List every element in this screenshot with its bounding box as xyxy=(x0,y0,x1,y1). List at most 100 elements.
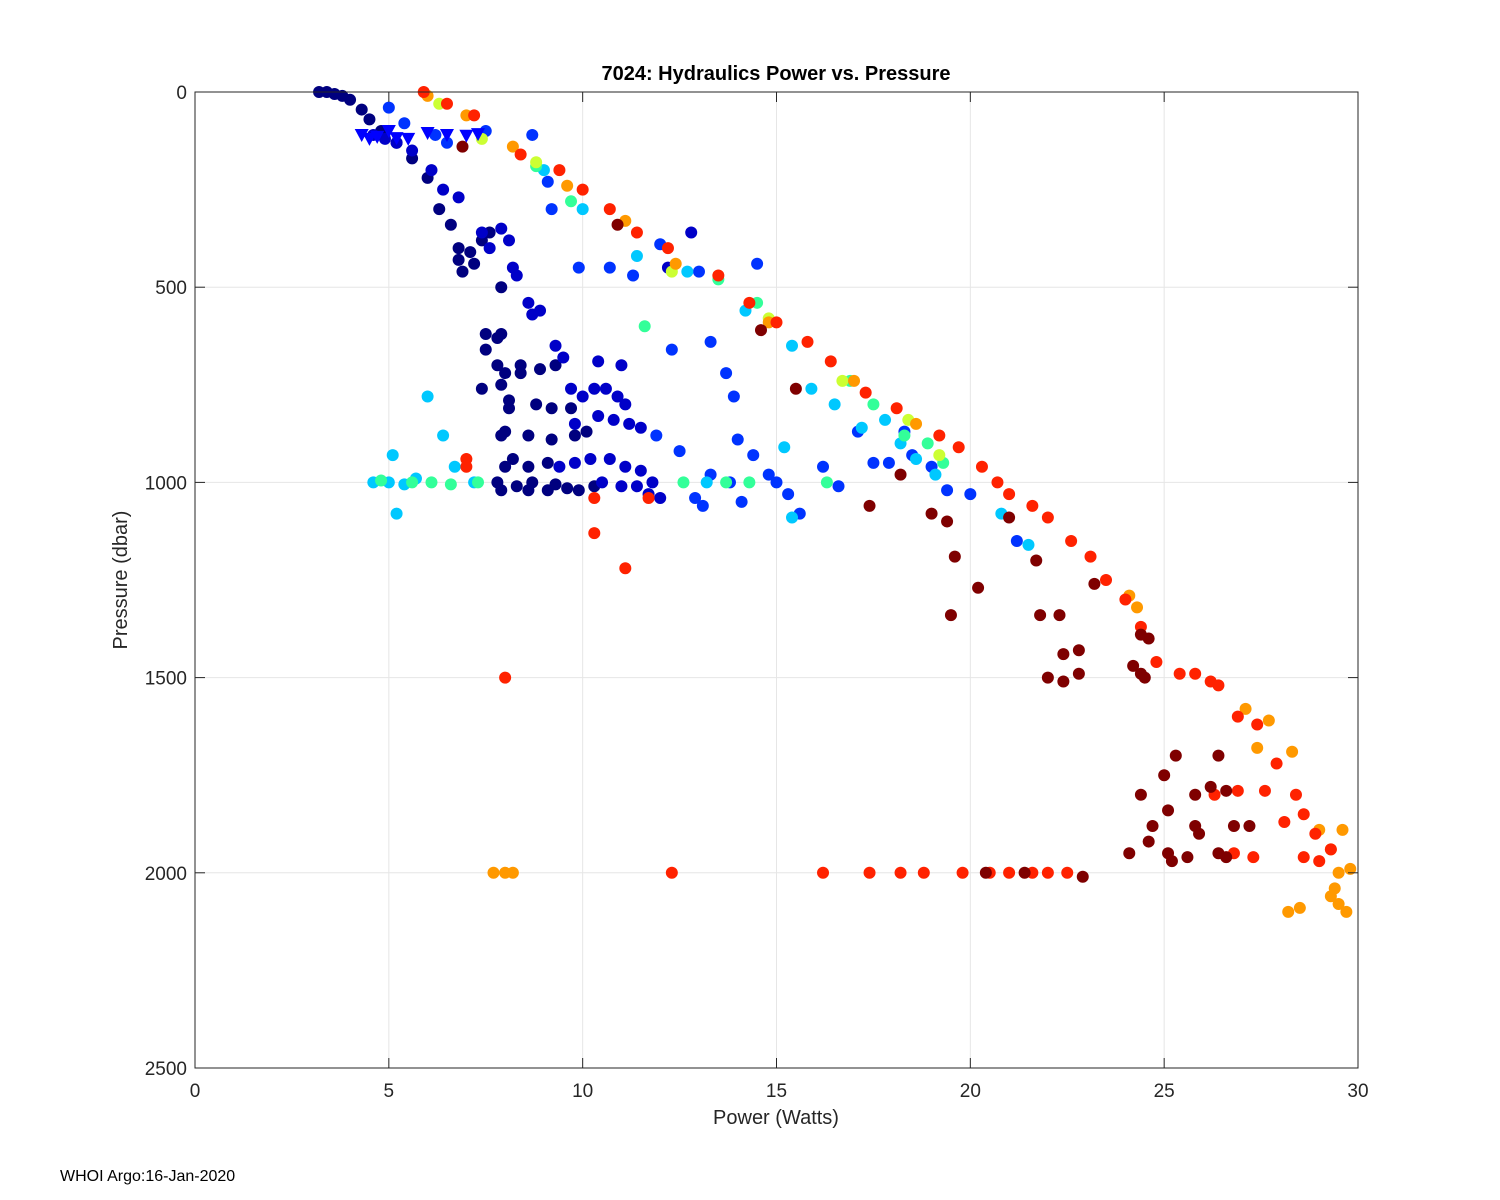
data-point xyxy=(1134,788,1147,801)
data-point xyxy=(1053,609,1066,622)
data-point xyxy=(1297,851,1310,864)
data-point xyxy=(456,265,469,278)
data-point xyxy=(421,390,434,403)
data-point xyxy=(898,429,911,442)
data-point xyxy=(568,429,581,442)
data-point xyxy=(471,476,484,489)
data-point xyxy=(917,866,930,879)
y-tick-label: 1000 xyxy=(145,473,187,494)
data-point xyxy=(541,456,554,469)
data-point xyxy=(817,460,830,473)
data-point xyxy=(654,492,667,505)
data-point xyxy=(452,242,465,255)
data-point xyxy=(526,128,539,141)
data-point xyxy=(933,429,946,442)
data-point xyxy=(1022,538,1035,551)
triangle-data-point xyxy=(401,132,416,146)
data-point xyxy=(1313,855,1326,868)
series-profile-group-09 xyxy=(456,140,1256,883)
data-point xyxy=(576,390,589,403)
data-point xyxy=(1131,601,1144,614)
data-point xyxy=(483,242,496,255)
data-point xyxy=(770,476,783,489)
data-point xyxy=(1119,593,1132,606)
data-point xyxy=(506,866,519,879)
data-point xyxy=(1169,749,1182,762)
data-point xyxy=(1026,499,1039,512)
x-tick-label: 10 xyxy=(572,1081,593,1102)
data-point xyxy=(991,476,1004,489)
data-point xyxy=(1162,804,1175,817)
data-point xyxy=(468,109,481,122)
data-point xyxy=(344,93,357,106)
y-tick-label: 2500 xyxy=(145,1059,187,1080)
data-point xyxy=(503,402,516,415)
data-point xyxy=(495,328,508,341)
triangle-data-point xyxy=(381,125,396,139)
data-point xyxy=(468,257,481,270)
data-point xyxy=(1003,511,1016,524)
data-point xyxy=(545,402,558,415)
data-point xyxy=(704,335,717,348)
y-tick-label: 2000 xyxy=(145,864,187,885)
data-point xyxy=(941,484,954,497)
data-point xyxy=(456,140,469,153)
data-point xyxy=(568,417,581,430)
data-point xyxy=(1123,847,1136,860)
data-point xyxy=(576,183,589,196)
data-point xyxy=(1278,816,1291,829)
data-point xyxy=(1270,757,1283,770)
x-axis-label: Power (Watts) xyxy=(713,1107,839,1129)
data-point xyxy=(615,480,628,493)
data-point xyxy=(1057,648,1070,661)
data-point xyxy=(751,257,764,270)
data-point xyxy=(1127,659,1140,672)
series-descent-markers xyxy=(354,125,485,146)
data-point xyxy=(510,269,523,282)
data-point xyxy=(712,269,725,282)
data-point xyxy=(867,456,880,469)
data-point xyxy=(1324,890,1337,903)
data-point xyxy=(743,476,756,489)
plot-area: 0 5 10 15 20 25 30 0 500 1000 1500 2000 2500 xyxy=(145,83,1369,1102)
data-point xyxy=(530,398,543,411)
data-point xyxy=(530,156,543,169)
data-point xyxy=(681,265,694,278)
data-point xyxy=(592,355,605,368)
data-point xyxy=(778,441,791,454)
chart-title: 7024: Hydraulics Power vs. Pressure xyxy=(601,63,950,85)
data-point xyxy=(495,429,508,442)
data-point xyxy=(603,452,616,465)
data-point xyxy=(956,866,969,879)
data-point xyxy=(444,218,457,231)
data-point xyxy=(448,460,461,473)
data-point xyxy=(1100,574,1113,586)
data-point xyxy=(677,476,690,489)
data-point xyxy=(735,495,748,508)
data-point xyxy=(479,343,492,356)
data-point xyxy=(429,128,442,141)
data-point xyxy=(1340,905,1353,918)
data-point xyxy=(561,482,574,495)
data-point xyxy=(801,335,814,348)
data-point xyxy=(720,367,733,380)
data-point xyxy=(386,449,399,462)
data-point xyxy=(634,464,647,477)
data-point xyxy=(437,429,450,442)
data-point xyxy=(720,476,733,489)
x-tick-label: 20 xyxy=(960,1081,981,1102)
y-tick-label: 500 xyxy=(155,278,187,299)
triangle-data-point xyxy=(459,129,474,143)
data-point xyxy=(1293,901,1306,914)
data-point xyxy=(1072,667,1085,680)
data-point xyxy=(979,866,992,879)
data-point xyxy=(630,249,643,262)
data-point xyxy=(1189,667,1202,680)
data-point xyxy=(572,261,585,274)
x-tick-label: 0 xyxy=(190,1081,201,1102)
data-point xyxy=(685,226,698,239)
data-point xyxy=(1041,866,1054,879)
data-point xyxy=(545,433,558,446)
data-point xyxy=(534,304,547,317)
data-point xyxy=(1332,898,1345,911)
